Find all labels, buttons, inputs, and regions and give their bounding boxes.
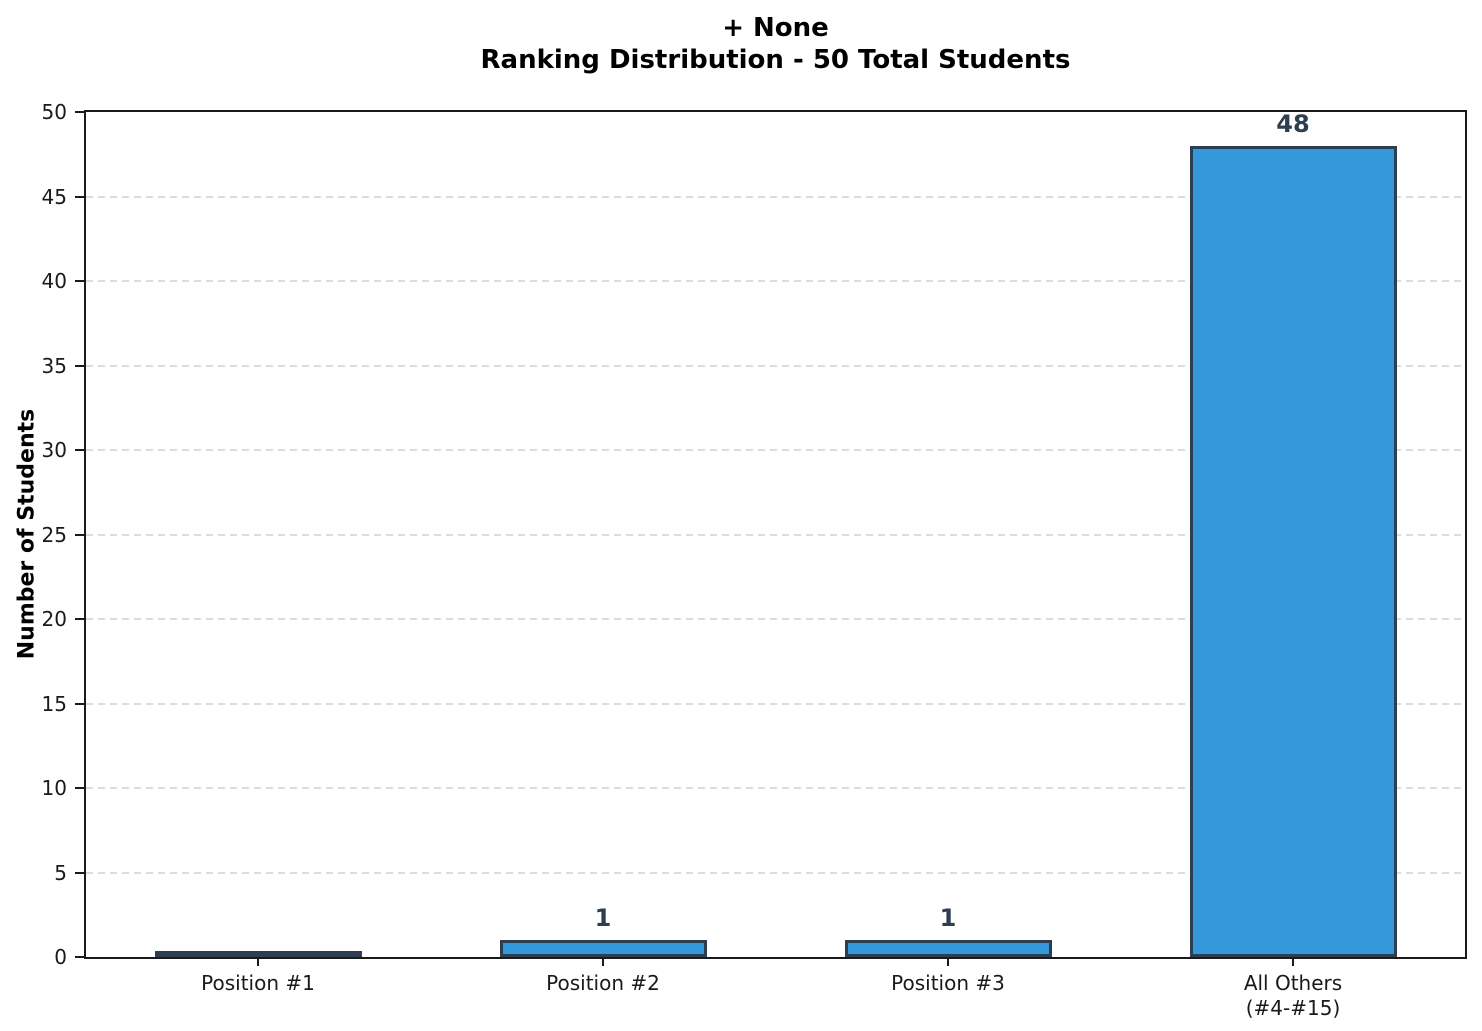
- y-tick-label: 0: [54, 945, 67, 969]
- y-tick-mark: [75, 956, 84, 958]
- x-tick-label: Position #1: [201, 971, 315, 995]
- y-tick-mark: [75, 871, 84, 874]
- y-tick-mark: [75, 533, 84, 536]
- bar-value-label: 48: [1276, 110, 1310, 138]
- y-tick-label: 40: [41, 269, 67, 293]
- x-tick-mark: [602, 957, 604, 966]
- y-tick-label: 10: [41, 776, 67, 800]
- y-grid-line: [86, 364, 1465, 367]
- y-grid-line: [86, 871, 1465, 874]
- x-tick-mark: [257, 957, 259, 966]
- bar: [154, 951, 362, 957]
- x-tick-mark: [1292, 957, 1294, 966]
- y-tick-mark: [75, 280, 84, 282]
- chart-title: + None Ranking Distribution - 50 Total S…: [480, 13, 1071, 75]
- y-grid-line: [86, 702, 1465, 705]
- bar-value-label: 1: [939, 904, 957, 932]
- x-tick-label: All Others (#4-#15): [1243, 971, 1343, 1020]
- y-tick-mark: [75, 195, 84, 198]
- y-grid-line: [86, 787, 1465, 789]
- y-tick-label: 25: [41, 522, 67, 547]
- y-grid-line: [86, 618, 1465, 620]
- plot-area: [84, 110, 1467, 959]
- x-tick-label: Position #3: [891, 971, 1005, 995]
- y-tick-label: 5: [54, 860, 67, 885]
- y-tick-label: 30: [41, 438, 67, 462]
- y-tick-mark: [75, 787, 84, 789]
- y-tick-mark: [75, 449, 84, 451]
- x-tick-mark: [947, 957, 949, 966]
- y-tick-label: 50: [41, 100, 67, 124]
- y-tick-label: 35: [41, 353, 67, 378]
- bar-value-label: 1: [594, 904, 612, 932]
- y-tick-mark: [75, 111, 84, 113]
- bar: [844, 940, 1052, 957]
- y-tick-mark: [75, 618, 84, 620]
- y-tick-mark: [75, 702, 84, 705]
- y-grid-line: [86, 280, 1465, 282]
- y-grid-line: [86, 195, 1465, 198]
- y-tick-label: 45: [41, 184, 67, 209]
- y-tick-label: 20: [41, 607, 67, 631]
- bar: [1189, 146, 1397, 957]
- y-tick-label: 15: [41, 691, 67, 716]
- x-tick-label: Position #2: [546, 971, 660, 995]
- y-grid-line: [86, 533, 1465, 536]
- y-tick-mark: [75, 364, 84, 367]
- y-grid-line: [86, 449, 1465, 451]
- bar: [499, 940, 707, 957]
